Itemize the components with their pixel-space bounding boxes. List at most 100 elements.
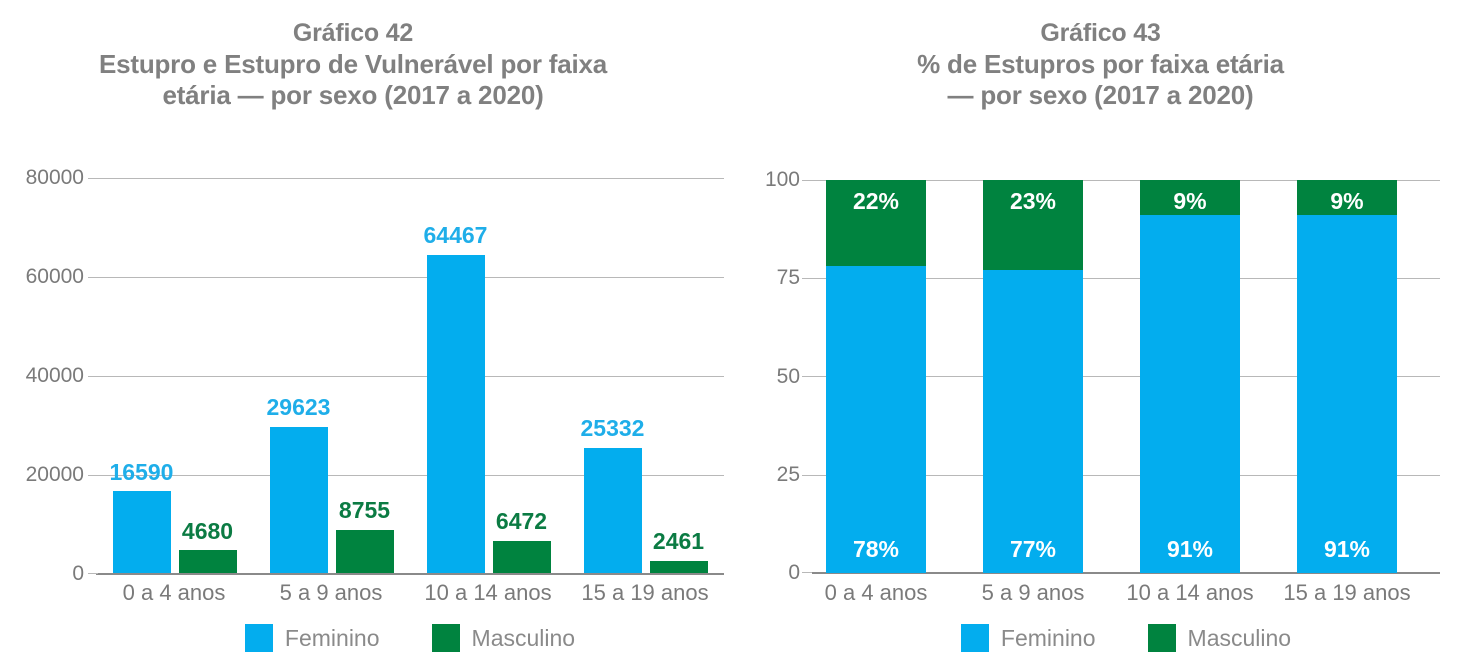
- stacked-bar-0-a-4-anos[interactable]: 22% 78%: [826, 180, 926, 573]
- stack-label-feminino: 91%: [1166, 536, 1214, 562]
- bar-feminino[interactable]: [269, 426, 328, 573]
- bar-feminino[interactable]: [583, 447, 642, 573]
- gridline: [96, 376, 724, 377]
- legend-swatch-masculino-icon: [1147, 624, 1176, 652]
- tick-mark: [802, 180, 812, 181]
- gridline: [812, 376, 1440, 377]
- chart-right-title-line3: — por sexo (2017 a 2020): [947, 80, 1254, 111]
- bar-value-label-feminino: 25332: [580, 415, 645, 441]
- chart-left-gridlines: [96, 178, 724, 575]
- chart-left-tickmarks: [88, 178, 98, 574]
- x-tick-label-15-a-19-anos: 15 a 19 anos: [1283, 580, 1411, 605]
- bar-value-label-feminino: 16590: [109, 459, 174, 485]
- stack-segment-feminino[interactable]: 91%: [1140, 215, 1240, 573]
- y-tick-label: 60000: [25, 265, 84, 288]
- chart-left-x-axis-labels: 0 a 4 anos 5 a 9 anos 10 a 14 anos 15 a …: [96, 580, 724, 610]
- chart-right-bars-area: 22% 78% 23% 77% 9%: [812, 180, 1440, 573]
- bar-value-label-masculino: 4680: [181, 518, 234, 544]
- stack-segment-feminino[interactable]: 91%: [1297, 215, 1397, 573]
- chart-right-gridlines: [812, 180, 1440, 574]
- x-tick-label-5-a-9-anos: 5 a 9 anos: [279, 580, 383, 605]
- stack-label-masculino: 23%: [1009, 188, 1057, 215]
- bar-masculino[interactable]: [492, 541, 551, 573]
- chart-panel-grafico-42: Gráfico 42 Estupro e Estupro de Vulneráv…: [0, 19, 724, 654]
- gridline: [812, 180, 1440, 181]
- y-tick-label: 75: [776, 266, 800, 289]
- chart-panel-grafico-43: Gráfico 43 % de Estupros por faixa etári…: [740, 0, 1461, 672]
- chart-right-plot-wrap: 100 75 50 25 0: [740, 0, 1461, 672]
- stacked-bar-10-a-14-anos[interactable]: 9% 91%: [1140, 180, 1240, 573]
- y-tick-label: 40000: [25, 364, 84, 387]
- stack-segment-masculino[interactable]: 9%: [1297, 180, 1397, 216]
- chart-left-title-line2: Estupro e Estupro de Vulnerável por faix…: [98, 48, 608, 79]
- legend-swatch-masculino-icon: [431, 624, 460, 652]
- gridline: [96, 277, 724, 278]
- x-tick-label-0-a-4-anos: 0 a 4 anos: [122, 580, 226, 605]
- stack-segment-masculino[interactable]: 9%: [1140, 180, 1240, 216]
- chart-right-title-line2: % de Estupros por faixa etária: [917, 48, 1284, 79]
- bar-group-5-a-9-anos: 29623 8755: [253, 178, 410, 573]
- tick-mark: [802, 572, 812, 573]
- legend-label-feminino: Feminino: [1000, 624, 1096, 651]
- bar-value-label-feminino: 29623: [266, 394, 331, 420]
- legend-swatch-feminino-icon: [960, 624, 989, 652]
- chart-left-y-axis-labels: 80000 60000 40000 20000 0: [0, 166, 84, 585]
- stack-label-feminino: 91%: [1323, 536, 1371, 562]
- y-tick-label: 20000: [25, 463, 84, 486]
- chart-right-y-axis-labels: 100 75 50 25 0: [750, 168, 800, 584]
- gridline: [812, 475, 1440, 476]
- tick-mark: [88, 376, 98, 377]
- tick-mark: [88, 178, 98, 179]
- bar-feminino[interactable]: [426, 254, 485, 573]
- tick-mark: [88, 573, 98, 574]
- x-tick-label-15-a-19-anos: 15 a 19 anos: [581, 580, 709, 605]
- bar-feminino[interactable]: [112, 491, 171, 573]
- bar-slot-masculino: 2461: [649, 178, 708, 573]
- bar-value-label-masculino: 8755: [338, 497, 391, 523]
- legend-item-masculino[interactable]: Masculino: [431, 624, 576, 652]
- gridline: [96, 475, 724, 476]
- y-tick-label: 0: [788, 561, 800, 584]
- legend-item-masculino[interactable]: Masculino: [1147, 624, 1292, 652]
- stack-label-masculino: 22%: [852, 188, 900, 215]
- legend-item-feminino[interactable]: Feminino: [960, 624, 1096, 652]
- y-tick-label: 100: [764, 168, 800, 191]
- bar-masculino[interactable]: [178, 549, 237, 573]
- chart-left-legend: Feminino Masculino: [96, 622, 724, 654]
- x-tick-label-10-a-14-anos: 10 a 14 anos: [1126, 580, 1254, 605]
- stacked-bar-5-a-9-anos[interactable]: 23% 77%: [983, 180, 1083, 573]
- bar-masculino[interactable]: [335, 529, 394, 573]
- legend-label-masculino: Masculino: [1187, 624, 1292, 651]
- bar-slot-masculino: 4680: [178, 178, 237, 573]
- stack-label-masculino: 9%: [1173, 188, 1207, 215]
- bar-slot-feminino: 29623: [267, 178, 330, 573]
- chart-left-plot-wrap: 80000 60000 40000 20000 0: [0, 166, 724, 654]
- stack-segment-masculino[interactable]: 22%: [826, 180, 926, 267]
- bar-masculino[interactable]: [649, 560, 708, 573]
- gridline: [812, 278, 1440, 279]
- x-axis-line: [96, 573, 724, 575]
- legend-label-masculino: Masculino: [471, 624, 576, 651]
- x-axis-line: [812, 572, 1440, 574]
- tick-mark: [802, 475, 812, 476]
- bar-slot-feminino: 25332: [581, 178, 644, 573]
- bar-value-label-masculino: 2461: [652, 528, 705, 554]
- stacked-bar-15-a-19-anos[interactable]: 9% 91%: [1297, 180, 1397, 573]
- legend-item-feminino[interactable]: Feminino: [244, 624, 380, 652]
- x-tick-label-10-a-14-anos: 10 a 14 anos: [424, 580, 552, 605]
- y-tick-label: 0: [72, 562, 84, 585]
- y-tick-label: 50: [776, 365, 800, 388]
- stack-segment-feminino[interactable]: 78%: [826, 266, 926, 573]
- stack-segment-masculino[interactable]: 23%: [983, 180, 1083, 271]
- chart-right-legend: Feminino Masculino: [812, 622, 1440, 654]
- chart-left-title-line1: Gráfico 42: [292, 19, 414, 47]
- x-tick-label-5-a-9-anos: 5 a 9 anos: [981, 580, 1085, 605]
- chart-right-title: Gráfico 43 % de Estupros por faixa etári…: [740, 0, 1461, 112]
- chart-left-bars-area: 16590 4680 29623 8755: [96, 178, 724, 573]
- tick-mark: [802, 376, 812, 377]
- tick-mark: [802, 278, 812, 279]
- bar-slot-masculino: 8755: [335, 178, 394, 573]
- stack-label-feminino: 78%: [852, 536, 900, 562]
- stack-segment-feminino[interactable]: 77%: [983, 270, 1083, 573]
